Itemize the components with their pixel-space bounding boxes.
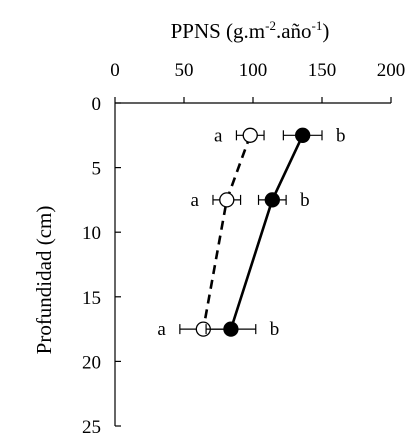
data-point (264, 192, 280, 208)
significance-label: a (157, 319, 166, 340)
series-line (229, 134, 304, 330)
y-tick-label: 0 (92, 94, 102, 115)
x-ticks: 0 50 100 150 200 (110, 60, 405, 103)
chart-title: PPNS (g.m-2.año-1) (171, 18, 330, 43)
chart-title-main: PPNS (g.m (171, 19, 266, 43)
data-point (295, 127, 311, 143)
series-line (202, 134, 252, 330)
x-tick-label: 150 (308, 60, 337, 81)
series-1: b b b (205, 125, 346, 340)
x-tick-label: 0 (110, 60, 120, 81)
y-tick-label: 25 (82, 417, 101, 433)
series-0: a a a (157, 125, 265, 340)
chart-title-exponent-2: -1 (312, 18, 323, 33)
data-point (242, 127, 258, 143)
x-tick-label: 100 (239, 60, 268, 81)
y-ticks: 0 5 10 15 20 25 (82, 94, 121, 433)
chart-title-mid: .año (276, 19, 312, 43)
chart-title-exponent-1: -2 (265, 18, 276, 33)
data-point (219, 192, 235, 208)
data-point (223, 321, 239, 337)
x-tick-label: 50 (175, 60, 194, 81)
y-tick-label: 5 (92, 159, 102, 180)
y-tick-label: 15 (82, 288, 101, 309)
significance-label: b (336, 125, 346, 146)
significance-label: a (191, 190, 200, 211)
significance-label: b (300, 190, 310, 211)
y-tick-label: 20 (82, 352, 101, 373)
y-tick-label: 10 (82, 223, 101, 244)
significance-label: a (214, 125, 223, 146)
x-tick-label: 200 (377, 60, 406, 81)
significance-label: b (270, 319, 280, 340)
series-layer: a a a b b b (157, 125, 345, 340)
y-axis-label: Profundidad (cm) (32, 206, 56, 355)
axes (114, 102, 391, 426)
chart-title-end: ) (322, 19, 329, 43)
